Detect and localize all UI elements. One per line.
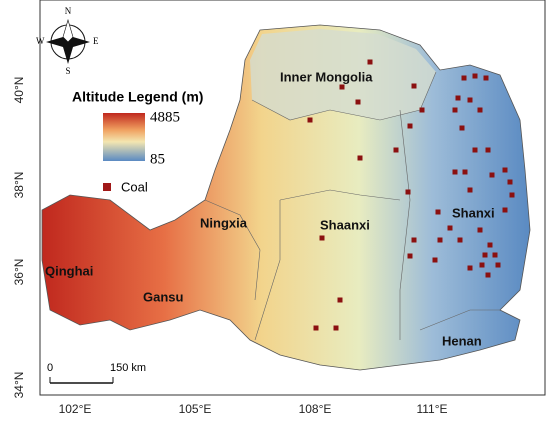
scale-start: 0: [47, 362, 53, 374]
lat-label: 36°N: [12, 259, 26, 286]
coal-site: [485, 147, 491, 153]
coal-site: [457, 237, 463, 243]
coal-site: [452, 107, 458, 113]
compass-west: W: [36, 36, 45, 46]
compass-east: E: [93, 36, 99, 46]
lon-label: 102°E: [59, 402, 92, 416]
coal-site: [339, 84, 345, 90]
coal-site: [477, 227, 483, 233]
lon-label: 105°E: [179, 402, 212, 416]
coal-site: [455, 95, 461, 101]
coal-site: [487, 242, 493, 248]
coal-site: [492, 252, 498, 258]
region-label: Shanxi: [452, 205, 495, 220]
region-label: Ningxia: [200, 215, 248, 230]
coal-site: [483, 75, 489, 81]
lat-label: 40°N: [12, 77, 26, 104]
coal-site: [357, 155, 363, 161]
coal-site: [479, 262, 485, 268]
legend-coal: Coal: [121, 179, 148, 194]
legend-max: 4885: [150, 109, 180, 125]
region-label: Gansu: [143, 289, 184, 304]
compass-north: N: [65, 6, 72, 16]
coal-site: [482, 252, 488, 258]
coal-site: [437, 237, 443, 243]
coal-site: [507, 179, 513, 185]
coal-site: [472, 147, 478, 153]
coal-site: [405, 189, 411, 195]
coal-site: [411, 237, 417, 243]
coal-site: [462, 169, 468, 175]
compass-south: S: [65, 66, 70, 76]
coal-site: [333, 325, 339, 331]
coal-site: [509, 192, 515, 198]
legend-coal-symbol: [103, 183, 111, 191]
coal-site: [477, 107, 483, 113]
coal-site: [502, 207, 508, 213]
region-label: Henan: [442, 333, 482, 348]
coal-site: [393, 147, 399, 153]
lon-label: 111°E: [416, 402, 447, 416]
coal-site: [447, 225, 453, 231]
coal-site: [407, 123, 413, 129]
coal-site: [467, 187, 473, 193]
coal-site: [485, 272, 491, 278]
legend-ramp: [103, 113, 145, 161]
coal-site: [307, 117, 313, 123]
northern-area: [250, 29, 436, 120]
lat-label: 38°N: [12, 172, 26, 199]
coal-site: [319, 235, 325, 241]
region-label: Qinghai: [45, 263, 93, 278]
coal-site: [337, 297, 343, 303]
compass: N S E W: [36, 6, 99, 76]
coal-site: [472, 73, 478, 79]
coal-site: [459, 125, 465, 131]
coal-site: [467, 97, 473, 103]
coal-site: [467, 265, 473, 271]
region-label: Shaanxi: [320, 217, 370, 232]
coal-site: [407, 253, 413, 259]
lon-label: 108°E: [299, 402, 332, 416]
coal-site: [489, 172, 495, 178]
region-label: Inner Mongolia: [280, 69, 373, 84]
coal-site: [435, 209, 441, 215]
coal-site: [355, 99, 361, 105]
lat-label: 34°N: [12, 372, 26, 399]
coal-sites: [307, 59, 515, 331]
coal-site: [313, 325, 319, 331]
coal-site: [411, 83, 417, 89]
coal-site: [452, 169, 458, 175]
coal-site: [367, 59, 373, 65]
coal-site: [461, 75, 467, 81]
coal-site: [419, 107, 425, 113]
legend-title: Altitude Legend (m): [72, 89, 203, 105]
coal-site: [432, 257, 438, 263]
coal-site: [495, 262, 501, 268]
province-borders: [204, 71, 500, 341]
legend-min: 85: [150, 151, 165, 167]
scale-end: 150 km: [110, 362, 146, 374]
coal-site: [502, 167, 508, 173]
